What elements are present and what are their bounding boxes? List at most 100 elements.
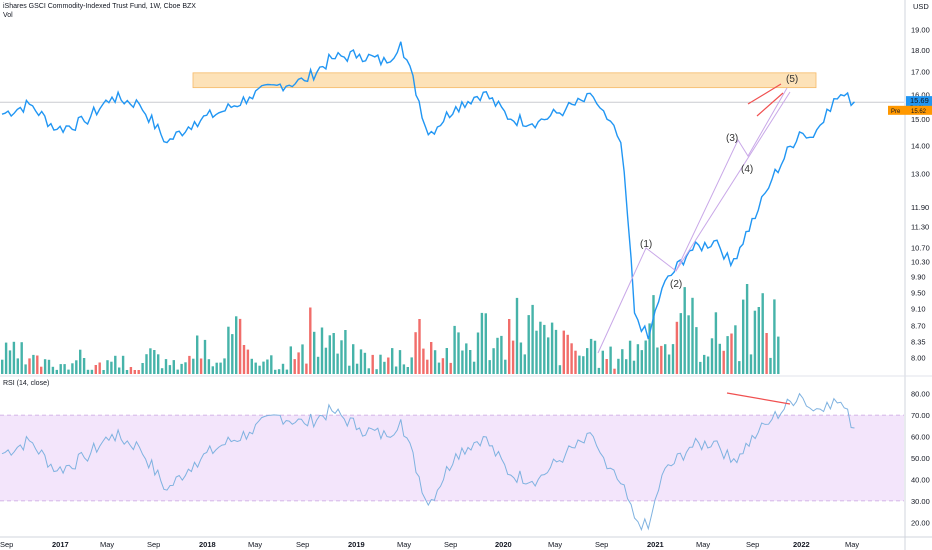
volume-bar [547,337,550,374]
volume-bar [118,367,121,374]
price-tick-label: 17.00 [911,68,930,77]
volume-bar [4,342,8,374]
volume-bar [199,358,203,374]
volume-bar [441,358,445,374]
rsi-tick-label: 30.00 [911,497,930,506]
volume-bar [110,361,113,374]
price-tick-label: 15.00 [911,115,930,124]
volume-bar [63,364,66,374]
time-tick-label: 2021 [647,540,664,549]
volume-bar [570,343,573,374]
wave-label-2: (2) [670,279,682,290]
rsi-tick-label: 20.00 [911,518,930,527]
volume-bar [82,358,86,374]
wave-count-line [597,87,788,354]
time-tick-label: Sep [444,540,457,549]
time-tick-label: 2018 [199,540,216,549]
volume-bar [363,352,367,374]
volume-bar [231,334,234,374]
volume-bar [285,369,289,374]
volume-label: Vol [3,12,13,19]
wave-channel-line [675,91,791,272]
volume-bar [550,322,554,374]
volume-bar [726,336,729,374]
volume-bar [371,354,374,374]
volume-bar [355,363,359,374]
volume-bar [527,315,530,374]
volume-bar [219,362,222,374]
price-series-line [1,41,856,340]
price-tick-label: 14.00 [911,141,930,150]
volume-bar [496,337,499,374]
volume-bar [67,369,70,374]
pre-market-value: 15.62 [911,109,927,115]
volume-bar [773,299,776,374]
volume-bar [664,344,667,374]
volume-bar [589,338,593,374]
volume-bar [313,331,316,374]
wedge-upper-line [747,83,782,105]
volume-bar [597,367,601,374]
volume-bar [722,350,725,374]
volume-bar [562,330,565,374]
volume-bar [706,356,710,374]
volume-bar [578,355,581,374]
time-tick-label: Sep [746,540,759,549]
volume-bar [125,370,129,374]
time-tick-label: May [845,540,859,549]
volume-bar [12,341,16,374]
volume-bar [652,295,655,374]
volume-bar [47,359,51,374]
volume-bar [215,362,218,374]
volume-bar [121,355,125,374]
price-tick-label: 9.50 [911,288,926,297]
volume-bar [628,340,632,374]
volume-bar [75,360,78,374]
volume-bar [738,361,741,374]
volume-bar [469,350,472,374]
volume-bar [98,362,101,374]
volume-bar [730,333,733,374]
time-tick-label: Sep [595,540,608,549]
volume-bar [687,315,690,374]
volume-bar [422,348,425,374]
volume-bar [79,349,82,374]
time-tick-label: 2020 [495,540,512,549]
volume-bar [223,358,226,374]
volume-bar [582,356,585,374]
volume-bar [157,354,160,374]
volume-bar [235,316,238,374]
volume-bar [141,363,144,374]
volume-bar [168,365,172,374]
volume-bar [660,345,663,374]
volume-bar [621,349,624,374]
volume-bar [500,335,503,374]
volume-bar [86,369,90,374]
time-tick-label: Sep [296,540,309,549]
volume-bar [484,313,487,374]
volume-bar [262,361,265,374]
last-price-value: 15.69 [910,96,929,105]
volume-bar [379,354,382,374]
volume-bar [207,359,211,374]
volume-bar [153,350,156,374]
volume-bar [394,366,398,374]
time-tick-label: May [548,540,562,549]
price-tick-label: 9.90 [911,273,926,282]
volume-bar [472,361,476,374]
volume-bar [757,307,760,374]
volume-bar [465,343,468,374]
volume-bar [679,313,682,374]
volume-bar [605,359,608,374]
volume-bar [281,363,285,374]
volume-bar [40,366,43,374]
volume-bar [145,354,148,374]
volume-bar [36,355,39,374]
volume-bar [316,356,320,374]
rsi-band [0,415,904,501]
volume-bar [324,347,328,374]
volume-bar [20,342,23,374]
volume-bar [449,362,452,374]
volume-bar [266,359,269,374]
